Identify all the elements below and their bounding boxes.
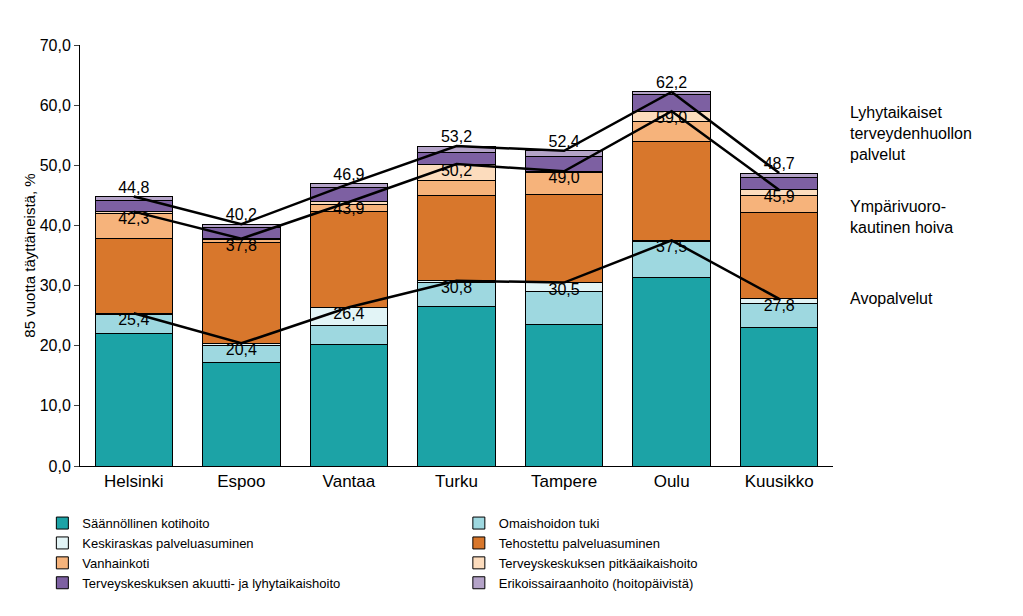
- svg-text:40,0: 40,0: [40, 217, 71, 234]
- svg-text:0,0: 0,0: [49, 458, 71, 475]
- svg-text:Lyhytaikaisetterveydenhuollonp: Lyhytaikaisetterveydenhuollonpalvelut: [850, 104, 972, 163]
- svg-text:Espoo: Espoo: [217, 472, 265, 491]
- svg-text:27,8: 27,8: [764, 297, 795, 314]
- svg-text:60,0: 60,0: [40, 97, 71, 114]
- svg-text:20,0: 20,0: [40, 337, 71, 354]
- svg-text:Vanhainkoti: Vanhainkoti: [82, 556, 149, 571]
- svg-text:53,2: 53,2: [441, 128, 472, 145]
- svg-text:30,8: 30,8: [441, 279, 472, 296]
- svg-text:37,5: 37,5: [656, 238, 687, 255]
- svg-text:Turku: Turku: [435, 472, 478, 491]
- svg-text:43,9: 43,9: [333, 200, 364, 217]
- svg-text:Säännöllinen kotihoito: Säännöllinen kotihoito: [82, 516, 209, 531]
- svg-text:Terveyskeskuksen pitkäaikaisho: Terveyskeskuksen pitkäaikaishoito: [499, 556, 698, 571]
- svg-text:Helsinki: Helsinki: [104, 472, 164, 491]
- svg-text:70,0: 70,0: [40, 37, 71, 54]
- svg-text:Vantaa: Vantaa: [323, 472, 376, 491]
- svg-text:85 vuotta täyttäneistä, %: 85 vuotta täyttäneistä, %: [21, 173, 38, 337]
- svg-text:44,8: 44,8: [118, 179, 149, 196]
- svg-text:62,2: 62,2: [656, 74, 687, 91]
- svg-text:30,0: 30,0: [40, 277, 71, 294]
- svg-text:42,3: 42,3: [118, 210, 149, 227]
- svg-text:46,9: 46,9: [333, 166, 364, 183]
- svg-text:Erikoissairaanhoito (hoitopäiv: Erikoissairaanhoito (hoitopäivistä): [499, 576, 693, 591]
- svg-text:45,9: 45,9: [764, 188, 795, 205]
- svg-text:Avopalvelut: Avopalvelut: [850, 290, 933, 307]
- svg-text:37,8: 37,8: [226, 237, 257, 254]
- svg-text:40,2: 40,2: [226, 206, 257, 223]
- svg-text:10,0: 10,0: [40, 397, 71, 414]
- svg-text:Kuusikko: Kuusikko: [745, 472, 814, 491]
- svg-text:30,5: 30,5: [548, 281, 579, 298]
- svg-text:Omaishoidon tuki: Omaishoidon tuki: [499, 516, 600, 531]
- svg-text:49,0: 49,0: [548, 169, 579, 186]
- svg-text:48,7: 48,7: [764, 155, 795, 172]
- svg-text:Tehostettu palveluasuminen: Tehostettu palveluasuminen: [499, 536, 660, 551]
- svg-text:Ympärivuoro-kautinen hoiva: Ympärivuoro-kautinen hoiva: [850, 198, 953, 236]
- svg-text:59,0: 59,0: [656, 109, 687, 126]
- svg-text:20,4: 20,4: [226, 341, 257, 358]
- svg-text:Tampere: Tampere: [531, 472, 597, 491]
- svg-text:52,4: 52,4: [548, 133, 579, 150]
- svg-text:Terveyskeskuksen akuutti- ja l: Terveyskeskuksen akuutti- ja lyhytaikais…: [82, 576, 340, 591]
- svg-text:50,0: 50,0: [40, 157, 71, 174]
- svg-text:Keskiraskas palveluasuminen: Keskiraskas palveluasuminen: [82, 536, 253, 551]
- svg-text:26,4: 26,4: [333, 305, 364, 322]
- svg-text:50,2: 50,2: [441, 162, 472, 179]
- svg-text:Oulu: Oulu: [654, 472, 690, 491]
- svg-text:25,4: 25,4: [118, 311, 149, 328]
